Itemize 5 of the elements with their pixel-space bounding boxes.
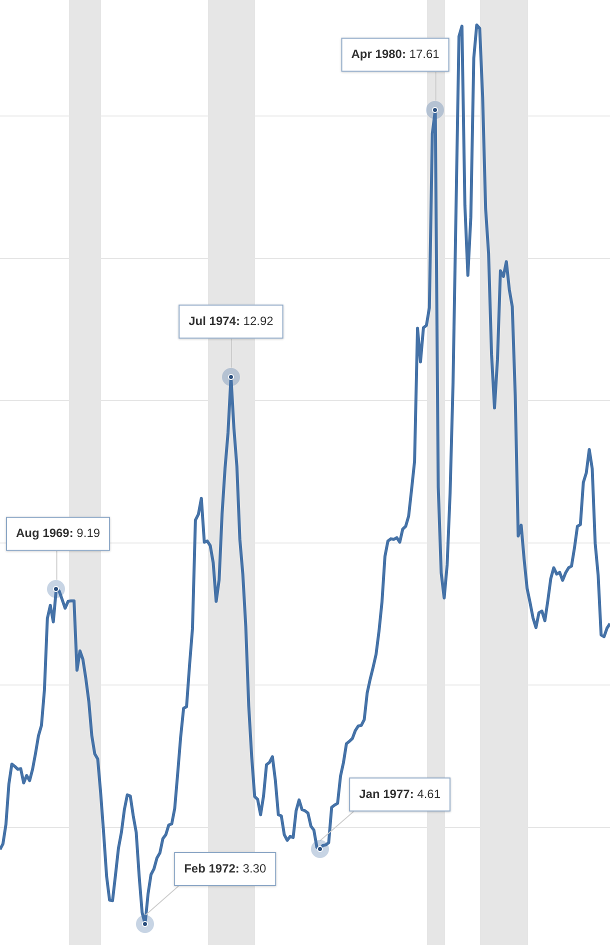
data-label: Jan 1977: 4.61 [359,786,441,801]
data-label: Aug 1969: 9.19 [16,526,100,540]
data-label: Jul 1974: 12.92 [188,314,274,328]
data-label: Apr 1980: 17.61 [351,47,440,62]
data-label: Feb 1972: 3.30 [184,861,266,876]
